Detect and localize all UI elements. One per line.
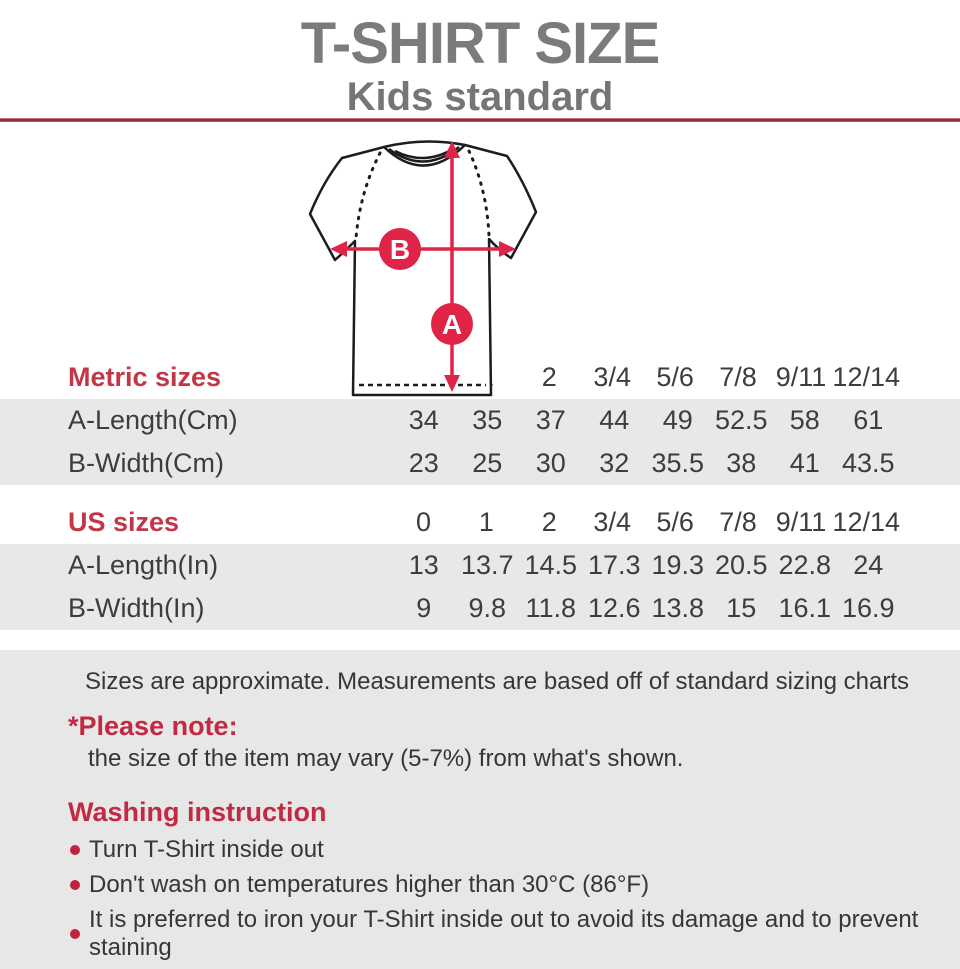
- red-divider-line: [0, 117, 960, 122]
- cell-value: 13: [408, 550, 439, 580]
- cell-value: 25: [472, 448, 503, 478]
- washing-item: Don't wash on temperatures higher than 3…: [70, 871, 960, 899]
- size-col-header: 5/6: [656, 362, 694, 392]
- cell-value: 9: [416, 593, 432, 623]
- us-sizes-header-row: US sizes 0 1 2 3/4 5/6 7/8 9/11 12/14: [0, 501, 900, 544]
- cell-value: 20.5: [714, 550, 768, 580]
- us-values-band: A-Length(In) 13 13.7 14.5 17.3 19.3 20.5…: [0, 544, 960, 630]
- table-row-width-cm: B-Width(Cm) 23 25 30 32 35.5 38 41 43.5: [0, 442, 900, 485]
- size-col-header: 5/6: [656, 507, 694, 537]
- metric-sizes-label: Metric sizes: [68, 362, 222, 392]
- cell-value: 14.5: [524, 550, 578, 580]
- metric-values-band: A-Length(Cm) 34 35 37 44 49 52.5 58 61 B…: [0, 399, 960, 485]
- notes-section: Sizes are approximate. Measurements are …: [0, 650, 960, 969]
- cell-value: 41: [789, 448, 820, 478]
- metric-sizes-header-row: Metric sizes 0 1 2 3/4 5/6 7/8 9/11 12/1…: [0, 356, 900, 399]
- size-col-header: 9/11: [775, 507, 827, 537]
- please-note-body: the size of the item may vary (5-7%) fro…: [88, 745, 684, 772]
- row-label: A-Length(Cm): [68, 405, 238, 435]
- cell-value: 9.8: [468, 593, 507, 623]
- table-row-width-in: B-Width(In) 9 9.8 11.8 12.6 13.8 15 16.1…: [0, 587, 900, 630]
- cell-value: 16.1: [778, 593, 832, 623]
- table-row-length-in: A-Length(In) 13 13.7 14.5 17.3 19.3 20.5…: [0, 544, 900, 587]
- size-col-header: 1: [478, 507, 494, 537]
- size-col-header: 2: [541, 507, 557, 537]
- page-subtitle: Kids standard: [346, 74, 614, 119]
- bullet-dot-icon: [70, 880, 80, 890]
- cell-value: 37: [535, 405, 566, 435]
- cell-value: 22.8: [778, 550, 832, 580]
- washing-instruction-list: Turn T-Shirt inside out Don't wash on te…: [70, 836, 960, 962]
- washing-item-text: It is preferred to iron your T-Shirt ins…: [89, 906, 919, 961]
- bullet-dot-icon: [70, 929, 80, 939]
- length-marker-a-label: A: [442, 309, 462, 340]
- cell-value: 38: [726, 448, 757, 478]
- cell-value: 58: [789, 405, 820, 435]
- washing-item: It is preferred to iron your T-Shirt ins…: [70, 906, 960, 962]
- width-marker-b: B: [379, 227, 421, 270]
- bullet-dot-icon: [70, 845, 80, 855]
- cell-value: 15: [726, 593, 757, 623]
- cell-value: 44: [599, 405, 630, 435]
- size-col-header: 3/4: [593, 507, 631, 537]
- cell-value: 49: [662, 405, 693, 435]
- spacer: [0, 485, 960, 501]
- size-table: Metric sizes 0 1 2 3/4 5/6 7/8 9/11 12/1…: [0, 356, 960, 650]
- tshirt-diagram-svg: B A: [308, 140, 538, 397]
- cell-value: 35: [472, 405, 503, 435]
- tshirt-measurement-diagram: B A: [0, 122, 960, 397]
- cell-value: 52.5: [714, 405, 768, 435]
- cell-value: 23: [408, 448, 439, 478]
- table-row-length-cm: A-Length(Cm) 34 35 37 44 49 52.5 58 61: [0, 399, 900, 442]
- washing-item-text: Don't wash on temperatures higher than 3…: [89, 871, 650, 898]
- cell-value: 11.8: [525, 593, 577, 623]
- cell-value: 43.5: [841, 448, 895, 478]
- size-col-header: 12/14: [832, 362, 900, 392]
- sleeve-seam-dashes: [354, 149, 491, 240]
- row-label: B-Width(In): [68, 593, 205, 623]
- row-label: B-Width(Cm): [68, 448, 224, 478]
- size-col-header: 7/8: [719, 507, 757, 537]
- cell-value: 34: [408, 405, 439, 435]
- size-col-header: 7/8: [719, 362, 757, 392]
- cell-value: 32: [599, 448, 630, 478]
- width-marker-b-label: B: [390, 234, 410, 265]
- us-sizes-label: US sizes: [68, 507, 180, 537]
- washing-item: Turn T-Shirt inside out: [70, 836, 960, 864]
- length-marker-a: A: [431, 302, 473, 345]
- tshirt-outline: [308, 140, 538, 397]
- size-col-header: 2: [541, 362, 557, 392]
- cell-value: 24: [853, 550, 884, 580]
- washing-instruction-title: Washing instruction: [68, 797, 327, 827]
- measurement-arrowheads: [330, 140, 516, 392]
- page-header: T-SHIRT SIZE Kids standard: [0, 0, 960, 118]
- cell-value: 13.8: [651, 593, 705, 623]
- please-note-title: *Please note:: [68, 711, 238, 741]
- size-col-header: 3/4: [593, 362, 631, 392]
- washing-item-text: Turn T-Shirt inside out: [89, 836, 324, 863]
- page-title: T-SHIRT SIZE: [300, 11, 661, 76]
- row-label: A-Length(In): [68, 550, 219, 580]
- cell-value: 17.3: [587, 550, 641, 580]
- sizing-disclaimer: Sizes are approximate. Measurements are …: [85, 668, 909, 695]
- size-col-header: 12/14: [832, 507, 900, 537]
- cell-value: 61: [853, 405, 884, 435]
- cell-value: 16.9: [841, 593, 895, 623]
- spacer: [0, 630, 960, 650]
- cell-value: 35.5: [651, 448, 705, 478]
- cell-value: 12.6: [587, 593, 641, 623]
- cell-value: 30: [535, 448, 566, 478]
- size-col-header: 0: [415, 507, 431, 537]
- size-col-header: 9/11: [775, 362, 827, 392]
- cell-value: 13.7: [460, 550, 514, 580]
- cell-value: 19.3: [651, 550, 705, 580]
